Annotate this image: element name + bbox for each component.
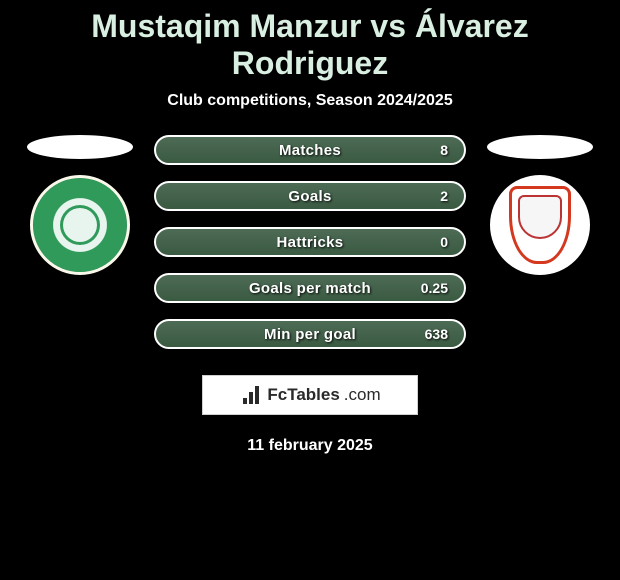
main-row: Matches 8 Goals 2 Hattricks 0 Goals per … [20,135,600,349]
stat-label: Goals per match [249,280,371,297]
brand-suffix: .com [344,385,381,405]
infographic-container: Mustaqim Manzur vs Álvarez Rodriguez Clu… [0,0,620,463]
stat-value-right: 8 [440,142,448,158]
left-club-badge-icon [30,175,130,275]
stat-value-right: 0 [440,234,448,250]
player-photo-placeholder-left [27,135,133,159]
left-column [20,135,140,275]
bar-chart-icon [239,386,261,404]
stat-label: Min per goal [264,326,356,343]
stat-label: Goals [288,188,331,205]
stat-row-goals: Goals 2 [154,181,466,211]
right-club-badge-wrap [490,175,590,275]
stat-row-goals-per-match: Goals per match 0.25 [154,273,466,303]
player-photo-placeholder-right [487,135,593,159]
right-club-badge-icon [509,186,571,264]
stats-list: Matches 8 Goals 2 Hattricks 0 Goals per … [150,135,470,349]
stat-label: Matches [279,142,341,159]
brand-name: FcTables [267,385,339,405]
stat-value-right: 2 [440,188,448,204]
stat-row-min-per-goal: Min per goal 638 [154,319,466,349]
stat-row-matches: Matches 8 [154,135,466,165]
footer-date: 11 february 2025 [20,437,600,455]
page-title: Mustaqim Manzur vs Álvarez Rodriguez [20,8,600,82]
stat-label: Hattricks [277,234,344,251]
brand-badge[interactable]: FcTables.com [202,375,418,415]
right-column [480,135,600,275]
stat-row-hattricks: Hattricks 0 [154,227,466,257]
subtitle: Club competitions, Season 2024/2025 [20,92,600,110]
stat-value-right: 0.25 [421,280,448,296]
stat-value-right: 638 [425,326,448,342]
